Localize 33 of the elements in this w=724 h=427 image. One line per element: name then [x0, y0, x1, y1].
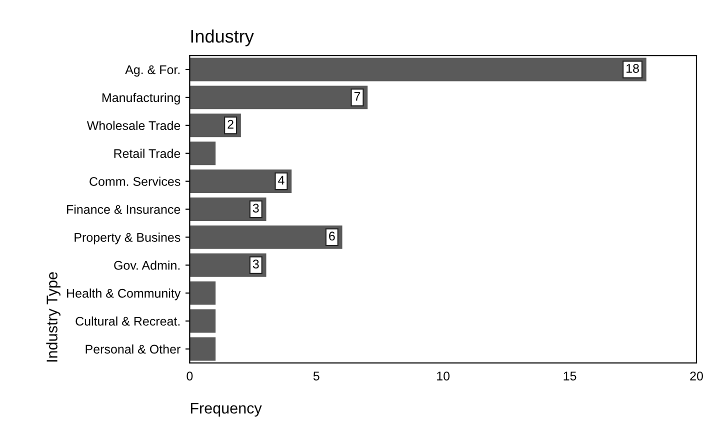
y-tick-label: Gov. Admin. [114, 260, 180, 270]
bar [190, 142, 216, 166]
bar [190, 58, 646, 82]
x-tick-label: 5 [313, 372, 320, 380]
data-label: 4 [278, 176, 284, 185]
data-label: 7 [354, 92, 360, 101]
y-tick-label: Personal & Other [86, 344, 180, 354]
x-axis-title: Frequency [190, 402, 262, 417]
x-tick-label: 10 [437, 372, 450, 380]
y-tick-label: Retail Trade [114, 148, 180, 158]
y-tick-label: Property & Busines [74, 232, 180, 244]
x-tick-label: 20 [690, 372, 703, 380]
x-tick-label: 0 [186, 372, 193, 380]
bar [190, 309, 216, 333]
bar [190, 225, 342, 249]
bar [190, 86, 368, 110]
data-label: 18 [626, 64, 639, 73]
data-label: 2 [228, 120, 234, 129]
y-tick-label: Health & Community [67, 288, 181, 300]
y-tick-label: Finance & Insurance [67, 204, 180, 214]
y-tick-label: Wholesale Trade [86, 120, 180, 130]
bar [190, 281, 216, 305]
data-label: 3 [252, 204, 259, 213]
bar [190, 337, 216, 361]
y-axis-title: Industry Type [46, 272, 60, 362]
y-tick-label: Ag. & For. [125, 65, 180, 77]
y-tick-label: Cultural & Recreat. [76, 316, 180, 326]
data-label: 3 [252, 260, 259, 268]
x-tick-label: 15 [564, 372, 576, 380]
data-label: 6 [329, 232, 335, 241]
chart-title: Industry [191, 29, 254, 46]
y-tick-label: Comm. Services [90, 176, 180, 186]
y-tick-label: Manufacturing [102, 92, 180, 105]
